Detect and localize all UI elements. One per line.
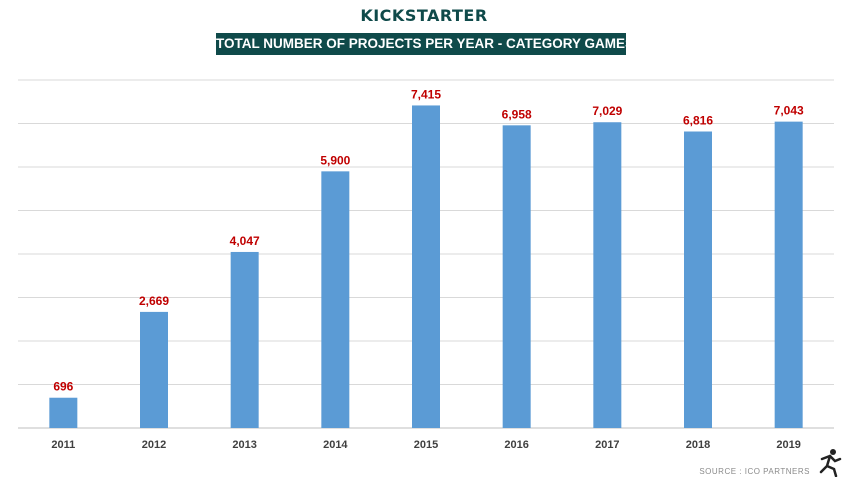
x-tick-2017: 2017	[595, 439, 619, 451]
bar-2016	[502, 125, 531, 429]
runner-logo-icon	[819, 449, 842, 477]
data-labels: 696 2,669 4,047 5,900 7,415 6,958 7,029 6,816 7,…	[53, 87, 804, 393]
source-note: SOURCE : ICO PARTNERS	[699, 467, 810, 476]
data-label-2018: 6,816	[683, 114, 713, 128]
x-tick-2018: 2018	[686, 439, 710, 451]
bar-2018	[684, 131, 712, 428]
bar-2017	[593, 122, 622, 429]
data-label-2019: 7,043	[774, 104, 804, 118]
chart-title: TOTAL NUMBER OF PROJECTS PER YEAR - CATE…	[216, 33, 626, 55]
data-label-2012: 2,669	[139, 294, 169, 308]
data-label-2015: 7,415	[411, 87, 441, 101]
bars	[49, 105, 803, 429]
x-tick-2011: 2011	[51, 439, 75, 451]
bar-2014	[321, 171, 350, 428]
bar-2019	[774, 121, 803, 428]
x-tick-2014: 2014	[323, 439, 348, 451]
x-tick-2015: 2015	[414, 439, 438, 451]
bar-2015	[412, 105, 440, 428]
x-tick-2019: 2019	[776, 439, 800, 451]
data-label-2014: 5,900	[320, 153, 350, 167]
bar-2012	[140, 311, 168, 428]
data-label-2013: 4,047	[230, 234, 260, 248]
x-tick-2016: 2016	[504, 439, 528, 451]
bar-2013	[230, 251, 259, 428]
data-label-2011: 696	[53, 380, 73, 394]
x-tick-labels: 2011 2012 2013 2014 2015 2016 2017 2018 2019	[51, 439, 801, 451]
bar-2011	[49, 397, 78, 428]
x-tick-2013: 2013	[232, 439, 256, 451]
data-label-2017: 7,029	[592, 104, 622, 118]
data-label-2016: 6,958	[502, 107, 532, 121]
x-tick-2012: 2012	[142, 439, 166, 451]
kickstarter-brand: KICKSTARTER	[360, 6, 488, 25]
